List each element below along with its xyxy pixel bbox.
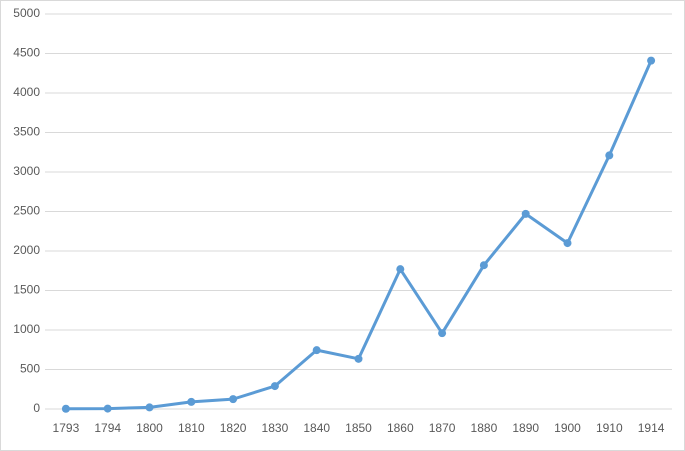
data-point bbox=[396, 265, 405, 274]
data-point bbox=[438, 329, 447, 338]
x-tick-label: 1850 bbox=[345, 421, 372, 435]
data-point bbox=[312, 346, 321, 355]
data-point bbox=[145, 403, 154, 412]
data-point bbox=[187, 397, 196, 406]
x-tick-label: 1830 bbox=[262, 421, 289, 435]
data-point bbox=[521, 209, 530, 218]
data-point bbox=[229, 395, 238, 404]
data-point bbox=[354, 354, 363, 363]
x-tick-label: 1900 bbox=[554, 421, 581, 435]
y-tick-label: 1000 bbox=[13, 322, 40, 336]
y-tick-label: 500 bbox=[20, 362, 40, 376]
y-tick-label: 3500 bbox=[13, 125, 40, 139]
y-tick-label: 2500 bbox=[13, 204, 40, 218]
y-tick-label: 5000 bbox=[13, 6, 40, 20]
x-tick-label: 1800 bbox=[136, 421, 163, 435]
y-tick-label: 1500 bbox=[13, 283, 40, 297]
data-point bbox=[563, 239, 572, 248]
x-tick-label: 1914 bbox=[638, 421, 665, 435]
y-tick-label: 2000 bbox=[13, 243, 40, 257]
x-tick-label: 1793 bbox=[53, 421, 80, 435]
data-point bbox=[103, 404, 112, 413]
x-tick-label: 1870 bbox=[429, 421, 456, 435]
x-tick-label: 1820 bbox=[220, 421, 247, 435]
y-tick-label: 4500 bbox=[13, 46, 40, 60]
x-tick-label: 1910 bbox=[596, 421, 623, 435]
data-point bbox=[270, 382, 279, 391]
x-tick-label: 1860 bbox=[387, 421, 414, 435]
data-point bbox=[61, 404, 70, 413]
y-tick-label: 0 bbox=[33, 401, 40, 415]
data-point bbox=[479, 261, 488, 270]
x-tick-label: 1880 bbox=[471, 421, 498, 435]
y-tick-label: 3000 bbox=[13, 164, 40, 178]
data-point bbox=[647, 56, 656, 65]
x-tick-label: 1890 bbox=[512, 421, 539, 435]
y-tick-label: 4000 bbox=[13, 85, 40, 99]
x-tick-label: 1840 bbox=[303, 421, 330, 435]
x-tick-label: 1794 bbox=[94, 421, 121, 435]
data-point bbox=[605, 151, 614, 160]
x-tick-label: 1810 bbox=[178, 421, 205, 435]
